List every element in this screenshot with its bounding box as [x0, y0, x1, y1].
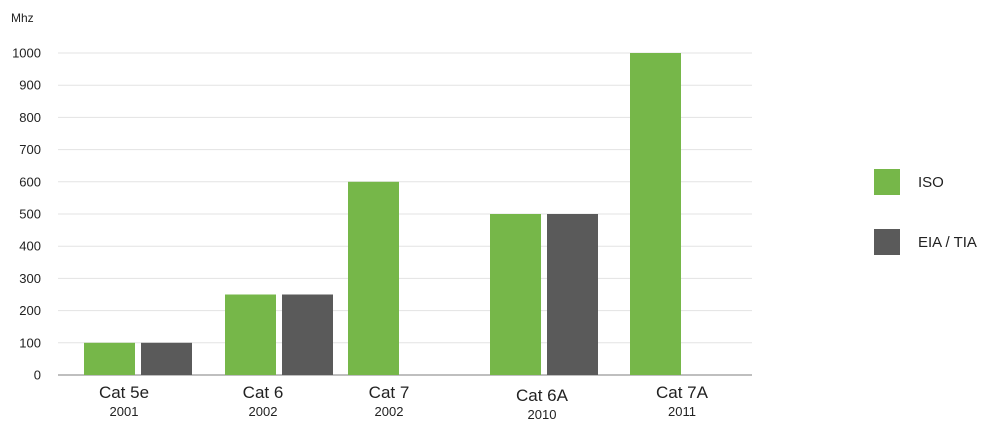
- bar-iso-cat-6: [225, 294, 276, 375]
- x-category-label: Cat 7: [369, 383, 410, 402]
- x-category-year-label: 2011: [668, 404, 696, 419]
- legend: ISO EIA / TIA: [874, 169, 977, 255]
- bar-eia-tia-cat-6: [282, 294, 333, 375]
- legend-label: EIA / TIA: [918, 234, 977, 251]
- x-axis-labels: Cat 5e 2001 Cat 6 2002 Cat 7 2002 Cat 6A 2010 Ca…: [99, 383, 709, 422]
- x-category-label: Cat 5e: [99, 383, 149, 402]
- y-tick-label: 900: [19, 78, 41, 93]
- y-tick-label: 400: [19, 239, 41, 254]
- y-tick-label: 300: [19, 271, 41, 286]
- x-category-year-label: 2010: [528, 407, 557, 421]
- bars: [84, 53, 681, 375]
- bar-iso-cat-5e: [84, 342, 135, 375]
- y-tick-label: 500: [19, 207, 41, 222]
- x-category-label: Cat 6A: [516, 386, 569, 405]
- y-tick-label: 200: [19, 303, 41, 318]
- x-category-year-label: 2001: [110, 404, 139, 419]
- legend-swatch: [874, 169, 900, 195]
- y-tick-label: 1000: [12, 46, 41, 61]
- bar-iso-cat-7a: [630, 53, 681, 375]
- bar-iso-cat-6a: [490, 214, 541, 375]
- x-category-label: Cat 6: [243, 383, 284, 402]
- y-tick-label: 700: [19, 142, 41, 157]
- x-category-year-label: 2002: [249, 404, 278, 419]
- legend-swatch: [874, 229, 900, 255]
- legend-label: ISO: [918, 174, 944, 191]
- bar-eia-tia-cat-6a: [547, 214, 598, 375]
- y-axis-ticks: 0 100 200 300 400 500 600 700 800 900 1000: [12, 46, 41, 383]
- x-category-year-label: 2002: [375, 404, 404, 419]
- y-tick-label: 600: [19, 174, 41, 189]
- y-tick-label: 100: [19, 335, 41, 350]
- bar-iso-cat-7: [348, 181, 399, 375]
- y-tick-label: 800: [19, 110, 41, 125]
- x-category-label: Cat 7A: [656, 383, 709, 402]
- y-axis-unit-label: Mhz: [11, 11, 34, 25]
- bar-eia-tia-cat-5e: [141, 342, 192, 375]
- y-tick-label: 0: [34, 368, 41, 383]
